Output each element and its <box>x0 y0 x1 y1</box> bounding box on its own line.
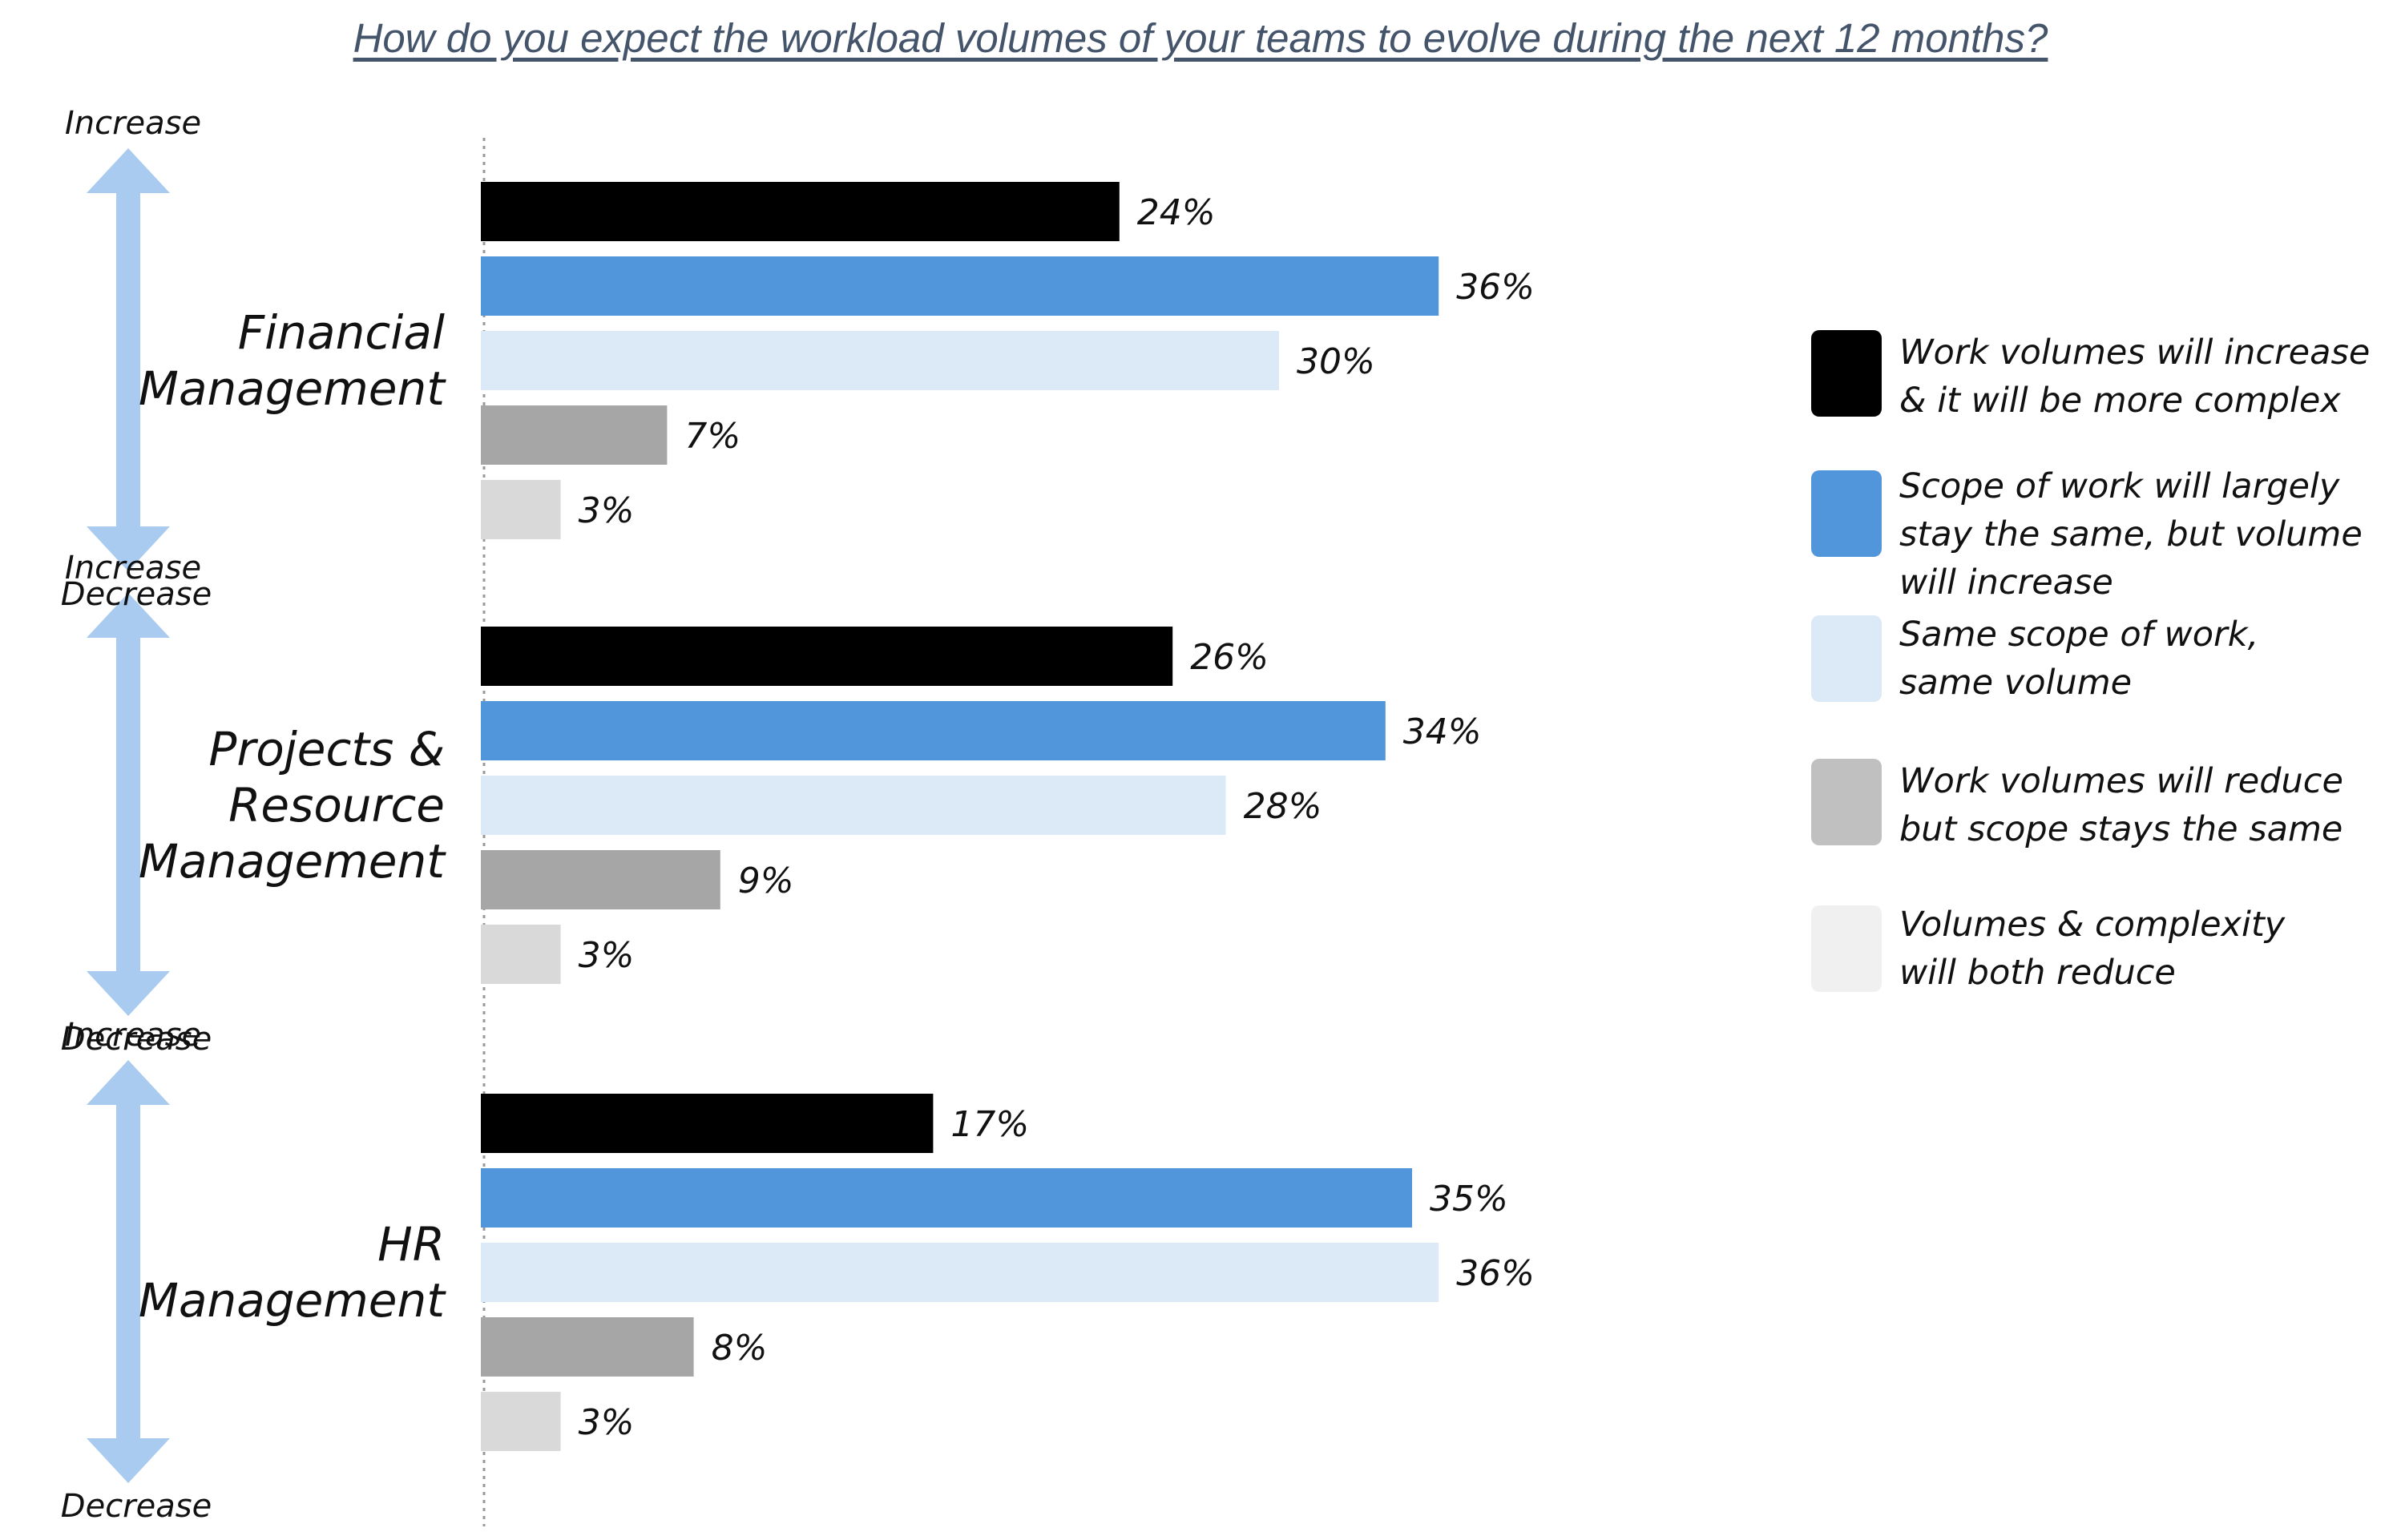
bar-group <box>481 182 1439 539</box>
bar <box>481 256 1439 316</box>
bar <box>481 331 1279 390</box>
double-arrow-icon <box>87 593 170 1016</box>
decrease-label: Decrease <box>61 576 212 613</box>
legend-label: Work volumes will increase & it will be … <box>1899 333 2371 421</box>
bar <box>481 1094 934 1153</box>
data-label: 17% <box>950 1104 1029 1145</box>
bar <box>481 1317 694 1377</box>
decrease-label: Decrease <box>61 1021 212 1058</box>
bar <box>481 1168 1412 1228</box>
bar-group <box>481 627 1386 984</box>
data-label: 36% <box>1456 267 1535 308</box>
bar <box>481 405 668 465</box>
legend-swatch <box>1811 759 1882 845</box>
bar <box>481 1243 1439 1302</box>
legend-label: Volumes & complexity will both reduce <box>1899 905 2286 993</box>
data-label: 35% <box>1430 1179 1508 1220</box>
data-label: 9% <box>738 861 794 901</box>
legend-item: Volumes & complexity will both reduce <box>1811 904 2388 1016</box>
group-label: HR Management <box>139 1217 446 1328</box>
increase-label: Increase <box>65 550 201 587</box>
legend-swatch <box>1811 330 1882 417</box>
double-arrow-icon <box>87 148 170 571</box>
legend-label: Scope of work will largely stay the same… <box>1899 466 2363 603</box>
data-label: 8% <box>712 1328 768 1369</box>
increase-label: Increase <box>65 1017 201 1054</box>
data-label: 36% <box>1456 1253 1535 1294</box>
data-label: 3% <box>579 490 635 531</box>
data-label: 26% <box>1190 637 1269 678</box>
data-label: 24% <box>1137 192 1216 233</box>
legend-item: Same scope of work, same volume <box>1811 614 2388 726</box>
bar <box>481 182 1120 241</box>
legend-swatch <box>1811 615 1882 702</box>
bar-group <box>481 1094 1439 1451</box>
increase-label: Increase <box>65 105 201 142</box>
data-label: 7% <box>684 416 740 457</box>
legend-swatch <box>1811 905 1882 992</box>
legend-label: Same scope of work, same volume <box>1899 615 2259 703</box>
legend-label: Work volumes will reduce but scope stays… <box>1899 761 2343 849</box>
legend-item: Work volumes will increase & it will be … <box>1811 329 2388 441</box>
bar <box>481 925 561 984</box>
data-label: 3% <box>579 935 635 976</box>
data-label: 3% <box>579 1402 635 1443</box>
bar <box>481 850 720 909</box>
bar <box>481 627 1173 686</box>
group-label: Projects & Resource Management <box>139 722 446 889</box>
group-label: Financial Management <box>139 305 446 416</box>
data-label: 34% <box>1403 712 1482 752</box>
data-label: 28% <box>1244 786 1322 827</box>
bar <box>481 1392 561 1451</box>
legend-item: Work volumes will reduce but scope stays… <box>1811 757 2388 869</box>
decrease-label: Decrease <box>61 1488 212 1525</box>
bar <box>481 480 561 539</box>
chart-title: How do you expect the workload volumes o… <box>353 15 2048 61</box>
legend-item: Scope of work will largely stay the same… <box>1811 466 2388 603</box>
bar <box>481 776 1226 835</box>
legend-swatch <box>1811 470 1882 557</box>
bar <box>481 701 1386 760</box>
data-label: 30% <box>1297 341 1375 382</box>
double-arrow-icon <box>87 1060 170 1483</box>
